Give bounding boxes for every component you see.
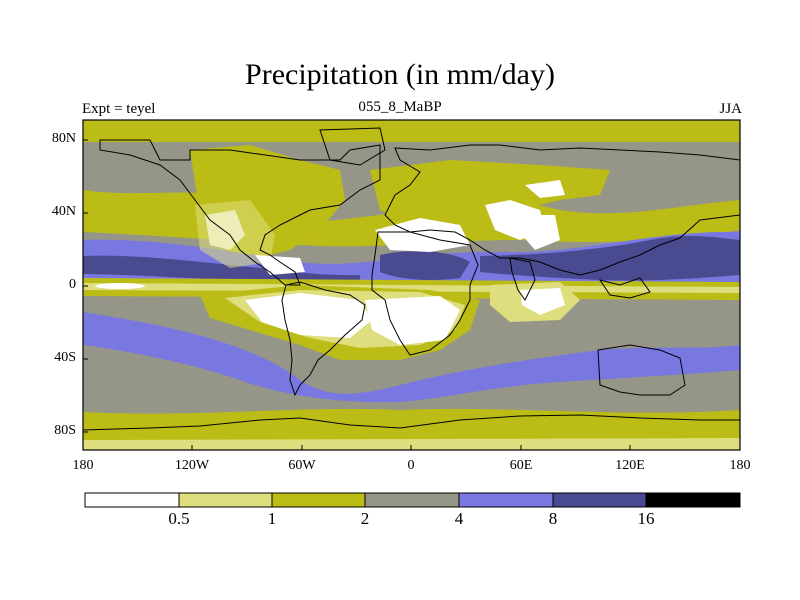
map-title: Precipitation (in mm/day) <box>245 58 555 91</box>
southern-blue-band <box>83 312 740 403</box>
period-label: 055_8_MaBP <box>358 99 442 115</box>
lat-label-40n: 40N <box>51 204 76 219</box>
experiment-label: Expt = teyel <box>82 101 156 117</box>
season-label: JJA <box>719 101 742 117</box>
seasia-islands-outline <box>598 277 651 299</box>
tropical-dark-asia <box>480 235 740 281</box>
eurasia-yellow <box>370 160 610 225</box>
africa-south-white <box>365 296 460 345</box>
colorbar-label-2: 2 <box>360 509 370 528</box>
lon-label-0: 0 <box>407 458 415 473</box>
colorbar <box>84 492 741 508</box>
lat-label-80n: 80N <box>51 131 76 146</box>
tropical-dark-africa <box>380 250 470 280</box>
north-america-outline <box>99 139 381 286</box>
greenland-outline <box>319 127 386 166</box>
lat-label-80s: 80S <box>54 423 76 438</box>
china-white <box>520 215 560 250</box>
colorbar-frame <box>84 492 741 508</box>
antarctica-outline <box>83 414 740 431</box>
colorbar-swatch-4 <box>459 493 553 507</box>
lat-label-40s: 40S <box>54 350 76 365</box>
coastlines <box>83 127 740 431</box>
colorbar-swatch-0 <box>85 493 179 507</box>
itcz-white <box>95 283 145 289</box>
india-outline <box>509 257 536 301</box>
band-north-yellow <box>83 120 740 142</box>
colorbar-label-1: 1 <box>267 509 277 528</box>
map-field <box>83 120 740 450</box>
lon-label-180e: 180 <box>729 458 751 473</box>
south-pole-pale <box>83 438 740 450</box>
africa-outline <box>371 231 479 356</box>
lon-label-60e: 60E <box>509 458 533 473</box>
colorbar-swatch-5 <box>553 493 646 507</box>
lon-label-120e: 120E <box>615 458 645 473</box>
colorbar-label-4: 8 <box>548 509 558 528</box>
south-america-outline <box>281 281 366 397</box>
lat-label-0: 0 <box>69 277 76 292</box>
colorbar-swatch-6 <box>646 493 740 507</box>
lon-label-120w: 120W <box>174 458 210 473</box>
south-america-white <box>245 293 372 338</box>
tropical-dark-north <box>83 255 360 282</box>
india-white <box>520 288 565 315</box>
colorbar-swatch-2 <box>272 493 365 507</box>
colorbar-label-5: 16 <box>637 509 655 528</box>
tick-marks <box>82 139 741 450</box>
colorbar-label-0: 0.5 <box>168 509 190 528</box>
asia-white <box>525 180 565 198</box>
australia-outline <box>597 344 686 396</box>
namerica-pale <box>195 200 275 268</box>
lon-label-60w: 60W <box>288 458 316 473</box>
colorbar-swatch-3 <box>365 493 459 507</box>
eurasia-outline <box>384 144 740 276</box>
lon-label-180w: 180 <box>72 458 94 473</box>
colorbar-label-3: 4 <box>454 509 464 528</box>
colorbar-swatch-1 <box>179 493 272 507</box>
